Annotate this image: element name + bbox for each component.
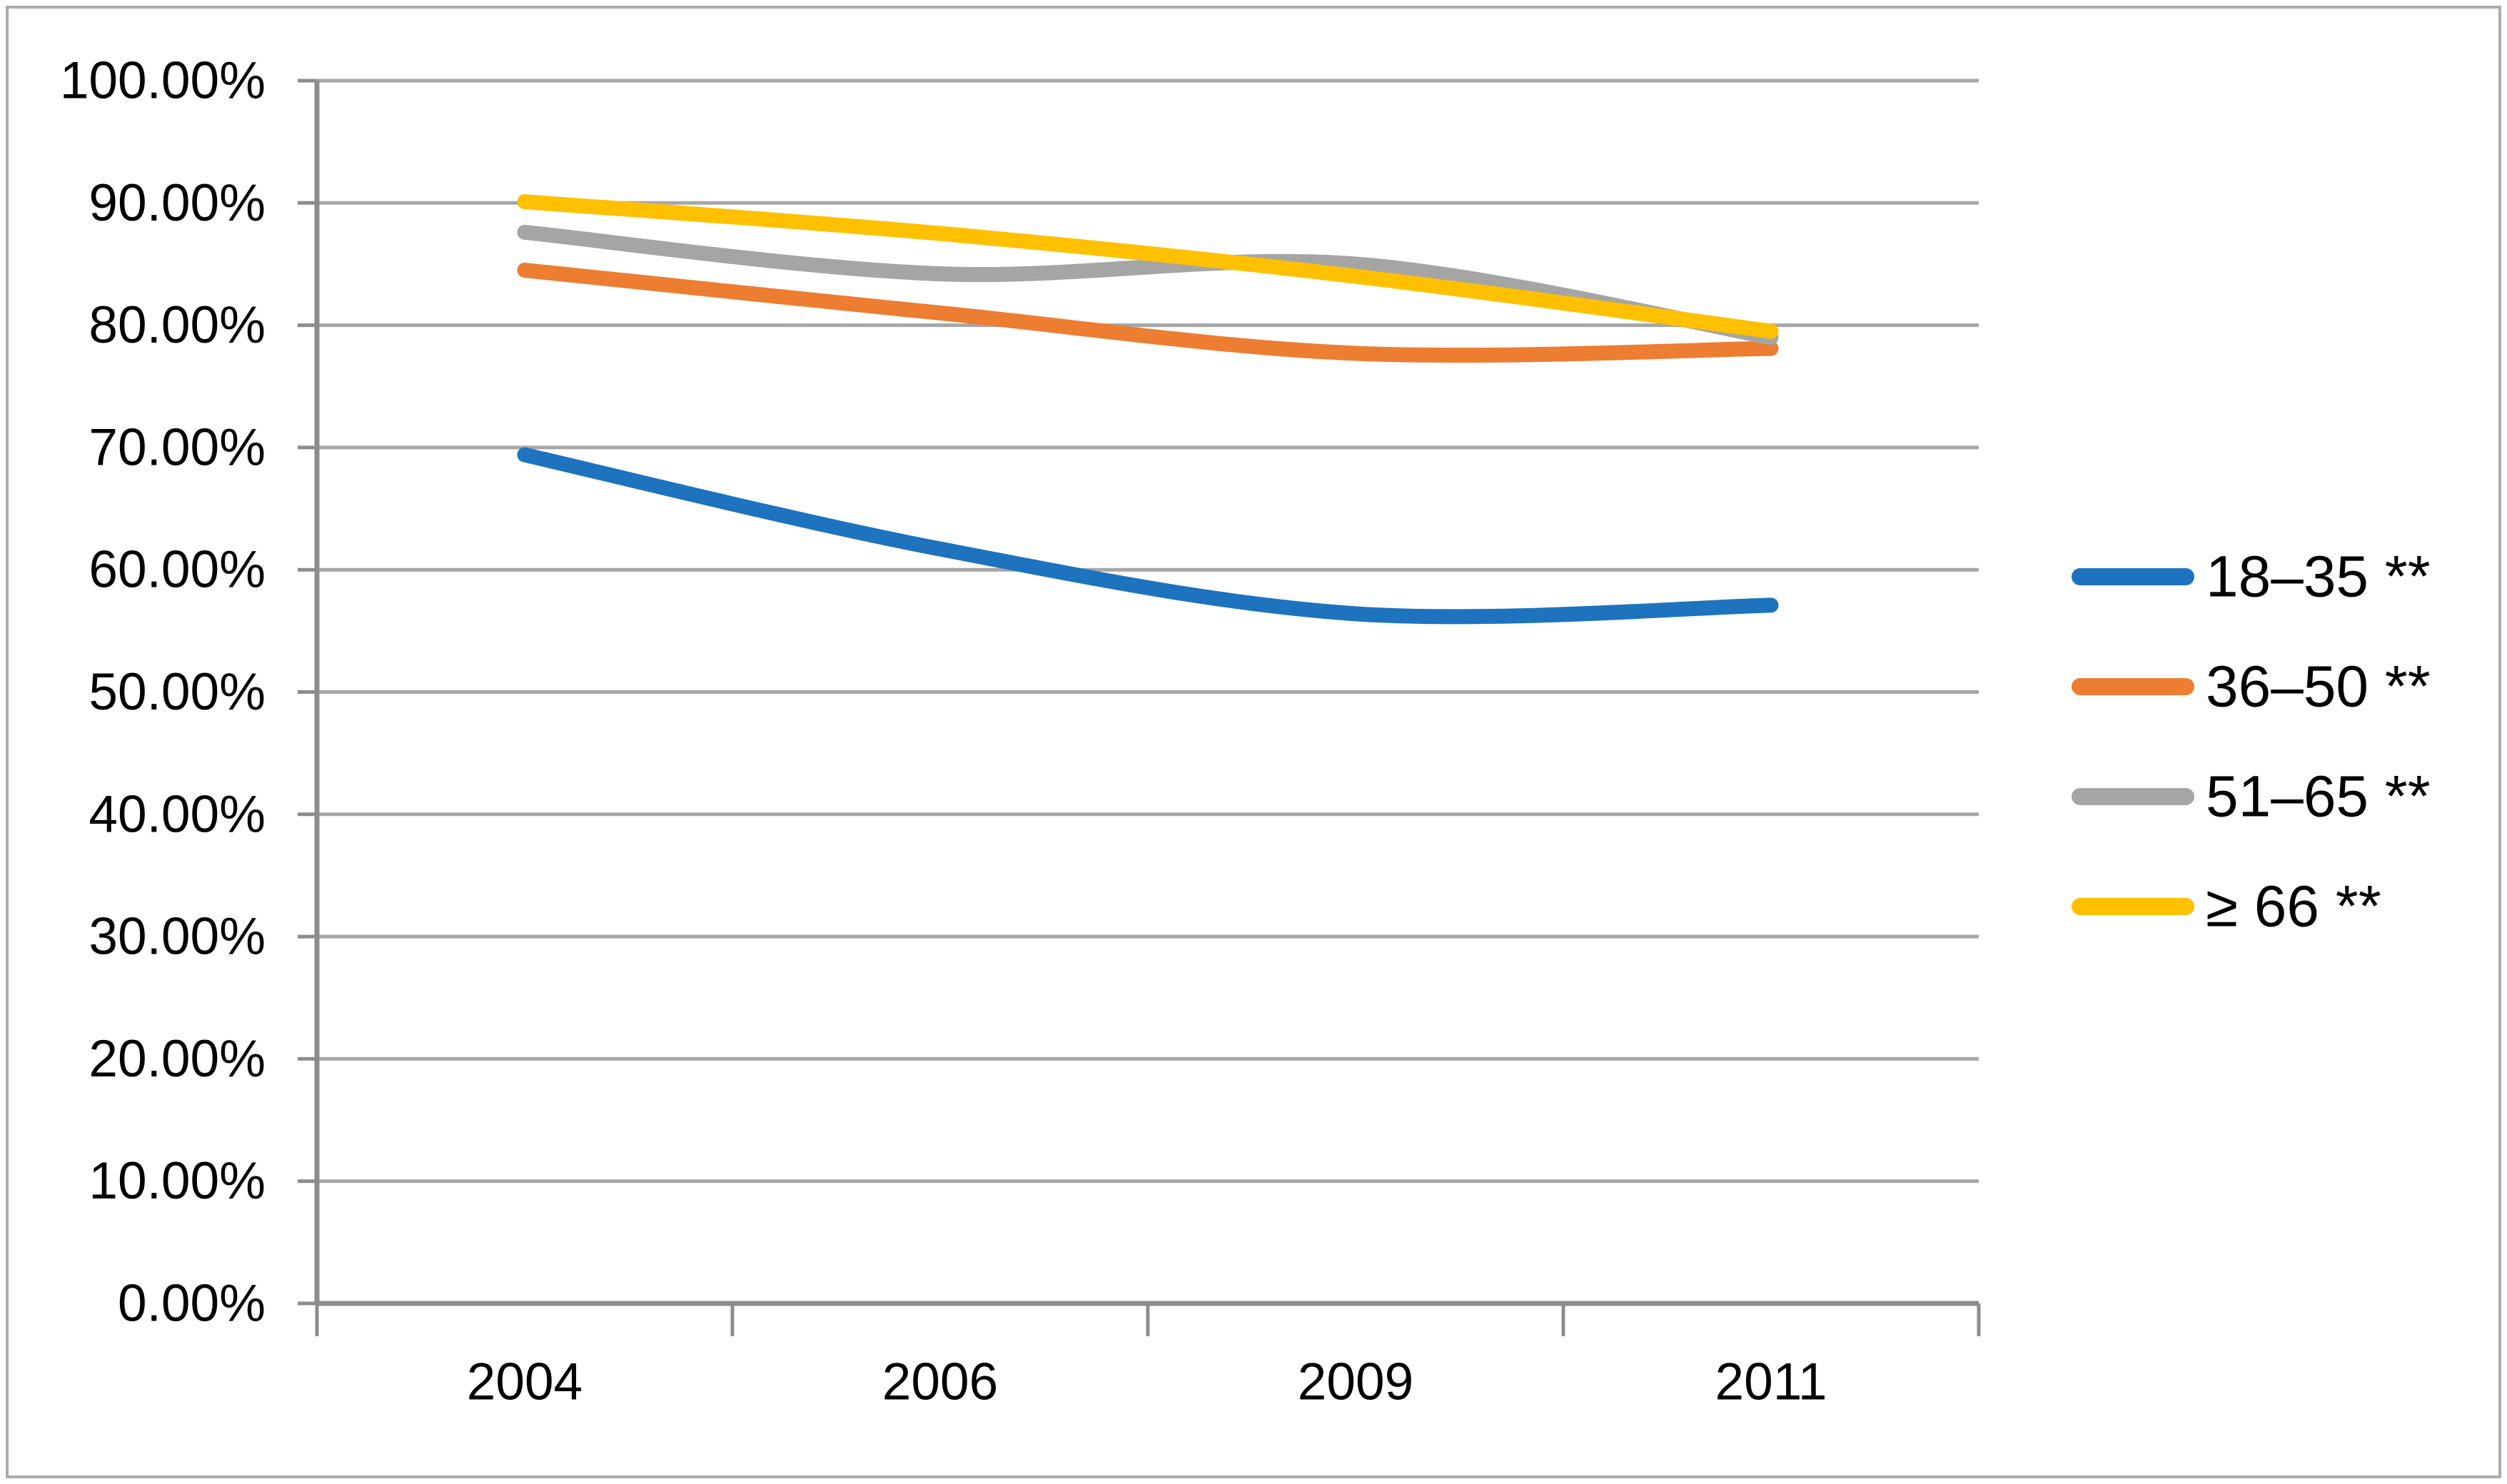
y-axis-label: 30.00% <box>89 908 266 966</box>
y-axis-label: 70.00% <box>89 418 266 476</box>
x-axis-label: 2011 <box>1715 1353 1827 1411</box>
legend-label: 18–35 ** <box>2206 545 2431 610</box>
series-line-3 <box>517 194 1779 339</box>
y-axis-label: 20.00% <box>89 1030 266 1088</box>
y-axis-label: 60.00% <box>89 541 266 599</box>
y-axis-label: 50.00% <box>89 663 266 721</box>
y-axis-label: 100.00% <box>60 52 266 110</box>
legend-label: 51–65 ** <box>2206 764 2431 829</box>
y-axis-label: 90.00% <box>89 174 266 232</box>
y-axis-label: 0.00% <box>118 1275 266 1333</box>
y-axis-label: 10.00% <box>89 1152 266 1210</box>
y-axis-label: 80.00% <box>89 296 266 354</box>
x-axis-label: 2006 <box>882 1353 998 1411</box>
figure-border <box>6 6 2501 1478</box>
series-line-1 <box>517 263 1779 363</box>
y-axis-label: 40.00% <box>89 785 266 843</box>
x-axis-label: 2004 <box>467 1353 582 1411</box>
series-line-0 <box>517 447 1779 625</box>
x-axis-label: 2009 <box>1298 1353 1413 1411</box>
legend-label: ≥ 66 ** <box>2206 874 2381 939</box>
legend-label: 36–50 ** <box>2206 655 2431 720</box>
